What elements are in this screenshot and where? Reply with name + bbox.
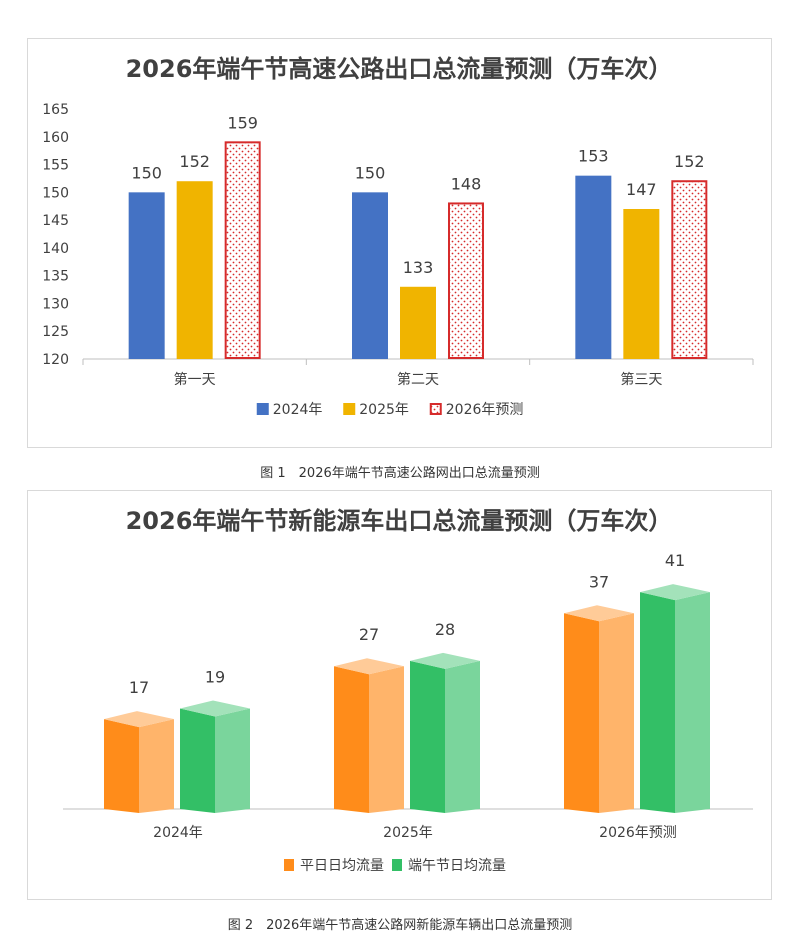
y-tick-label: 165 [42,102,69,118]
bar-face-top [410,652,480,669]
x-tick-label: 2024年 [153,825,203,841]
bar-face-right [215,708,250,813]
legend-label: 端午节日均流量 [408,858,506,874]
legend-label: 2024年 [273,402,323,418]
data-label: 37 [589,572,609,591]
data-label: 133 [403,258,434,277]
y-tick-label: 150 [42,185,69,201]
legend-swatch [343,403,356,415]
data-label: 152 [179,152,210,171]
figure-2-caption: 图 2 2026年端午节高速公路网新能源车辆出口总流量预测 [227,918,573,933]
bar [400,286,436,359]
y-tick-label: 140 [42,241,69,257]
legend-swatch [392,859,402,871]
chart-panel-1: 2026年端午节高速公路出口总流量预测（万车次） 120 125 130 135 140… [27,38,772,448]
bar-face-right [139,719,174,813]
bar-face-left [180,708,215,813]
bar-face-right [369,666,404,813]
data-label: 19 [205,668,225,687]
bar-face-top [564,605,634,622]
bar-face-right [675,592,710,813]
figure-1-caption: 图 1 2026年端午节高速公路网出口总流量预测 [260,466,540,481]
x-tick-label: 2026年预测 [599,825,677,841]
bar-face-right [445,660,480,813]
data-label: 147 [626,180,657,199]
y-tick-label: 155 [42,158,69,174]
bar-face-top [104,711,174,728]
legend-label: 平日日均流量 [300,858,384,874]
bar [224,141,261,360]
bar-face-left [104,719,139,813]
bar-face-left [564,613,599,813]
data-label: 41 [665,551,685,570]
x-tick-label: 第三天 [620,371,662,388]
y-tick-label: 160 [42,130,69,146]
x-tick-label: 第一天 [174,371,216,388]
legend-label: 2026年预测 [446,402,524,418]
data-label: 27 [359,625,379,644]
data-label: 152 [674,152,705,171]
chart-2-title: 2026年端午节新能源车出口总流量预测（万车次） [126,507,673,535]
chart-2-svg: 2026年端午节新能源车出口总流量预测（万车次） 2024年 17 19 2025年 2… [63,507,753,874]
legend-swatch [256,403,269,415]
data-label: 159 [227,113,258,132]
bar-face-left [640,592,675,813]
data-label: 17 [129,678,149,697]
bar-face-left [410,660,445,813]
y-tick-label: 135 [42,269,69,285]
chart-1-svg: 2026年端午节高速公路出口总流量预测（万车次） 120 125 130 135 140… [42,55,754,418]
bar-face-left [334,666,369,813]
data-label: 153 [578,147,609,166]
data-label: 28 [435,620,455,639]
bar [128,192,165,359]
y-tick-label: 130 [42,296,69,312]
data-label: 150 [355,163,386,182]
y-tick-label: 125 [42,324,69,340]
chart-1-title: 2026年端午节高速公路出口总流量预测（万车次） [126,55,673,83]
x-tick-label: 2025年 [383,825,433,841]
bar [448,202,484,359]
bar [176,181,213,359]
y-tick-label: 120 [42,352,69,368]
bar-face-top [180,700,250,717]
bar [671,180,708,359]
x-tick-label: 第二天 [397,371,439,388]
chart-panel-2: 2026年端午节新能源车出口总流量预测（万车次） 2024年 17 19 2025年 2… [27,490,772,900]
legend-label: 2025年 [359,402,409,418]
bar [352,192,388,359]
y-tick-label: 145 [42,213,69,229]
bar-face-top [640,584,710,601]
legend-swatch [429,403,442,415]
data-label: 150 [131,163,162,182]
bar [575,175,612,359]
bar-face-top [334,658,404,675]
data-label: 148 [451,174,482,193]
legend-swatch [284,859,294,871]
bar [623,209,660,359]
bar-face-right [599,613,634,813]
